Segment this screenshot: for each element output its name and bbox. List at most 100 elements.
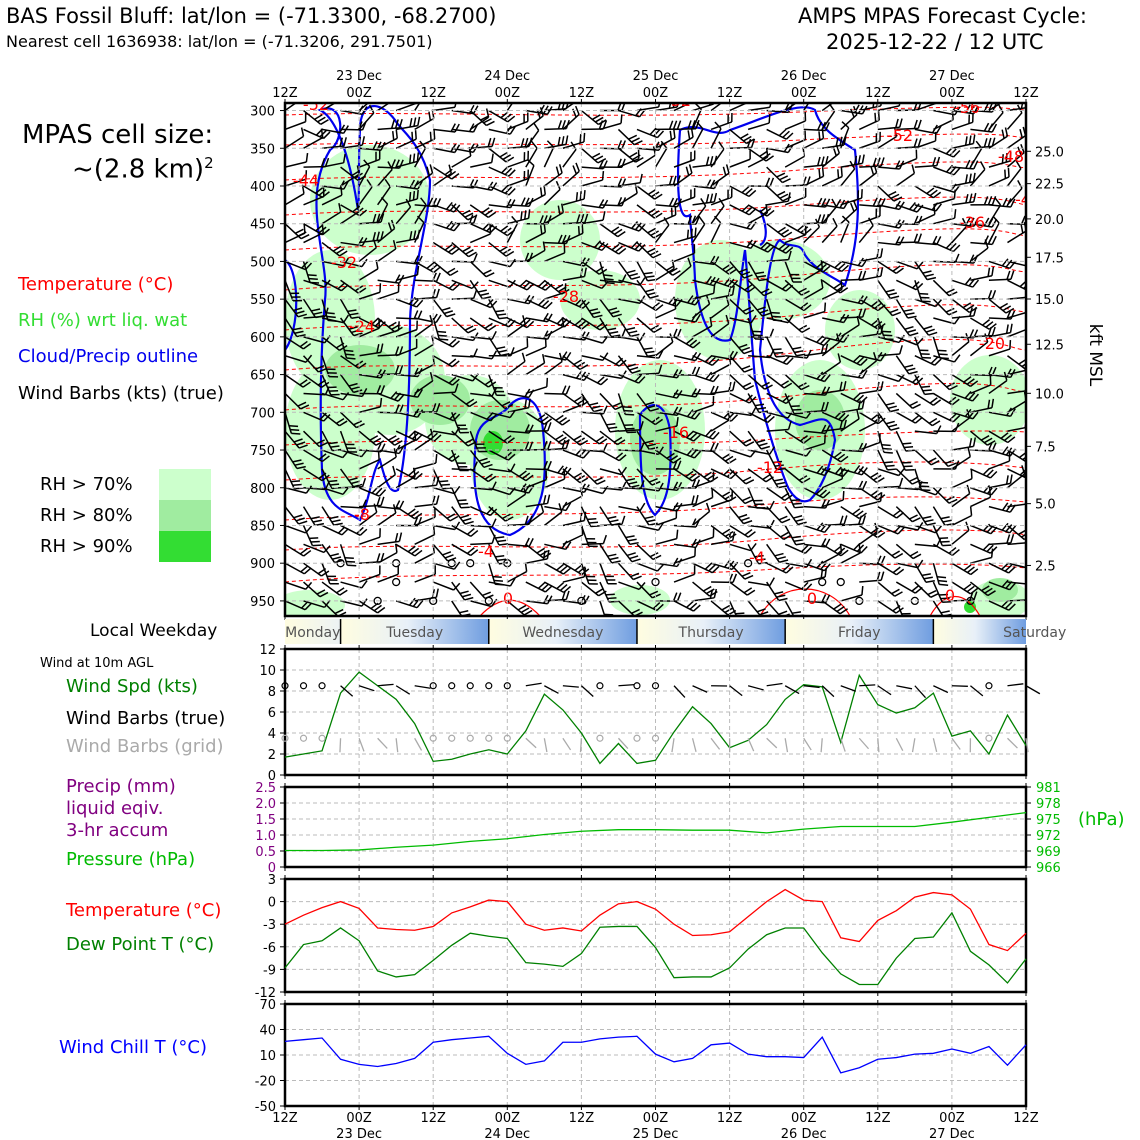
- wind-barb: [729, 524, 756, 538]
- wind-barb: [544, 135, 569, 150]
- surface-calm-true: [503, 682, 511, 690]
- wind-barb: [340, 258, 368, 268]
- upper-panel-frame: [283, 101, 1028, 618]
- wind-barb: [766, 241, 794, 254]
- wind-barb: [525, 298, 553, 310]
- wind-barb: [544, 439, 570, 451]
- wind-barb: [377, 365, 404, 376]
- wind-barb: [1006, 524, 1026, 541]
- wind-barb: [729, 279, 756, 293]
- wind-barb: [377, 283, 400, 300]
- wind-barb: [396, 179, 423, 190]
- wind-barb: [692, 371, 720, 383]
- wind-barb: [581, 352, 609, 361]
- wind-barb: [673, 600, 701, 612]
- wind-barb: [1007, 449, 1026, 463]
- legend-precip-1: Precip (mm): [66, 776, 176, 797]
- upper-wind-barbs: [285, 103, 1026, 616]
- wind-barb: [673, 244, 696, 263]
- temp-contour-label: -4: [1015, 190, 1031, 209]
- wind-barb: [451, 348, 479, 358]
- wind-barb: [544, 243, 566, 263]
- surface-barb-true: [951, 685, 968, 687]
- upper-ytick-label: 400: [250, 180, 275, 195]
- wind-barb: [432, 506, 459, 522]
- wind-barb: [896, 260, 924, 270]
- wind-barb: [414, 272, 441, 282]
- wind-barb: [877, 505, 905, 519]
- upper-right-tick-label: 20.0: [1035, 213, 1064, 228]
- surface-calm-true: [299, 682, 308, 690]
- wind-barb: [285, 392, 310, 410]
- wind-barb: [581, 171, 605, 187]
- wind-barb: [506, 215, 519, 243]
- wind-barb: [655, 449, 682, 464]
- wind-barb: [1025, 241, 1026, 243]
- pressure-tick-label: 966: [1036, 861, 1061, 876]
- legend-surface-temperature: Temperature (°C): [66, 900, 222, 921]
- wind-barb: [858, 111, 880, 131]
- top-time-tick-label: 00Z: [939, 86, 965, 101]
- wind-barb: [377, 532, 403, 546]
- calm-circle: [577, 596, 586, 606]
- lower-ytick-label: -6: [263, 941, 276, 956]
- wind-barb: [933, 146, 961, 158]
- wind-barb: [321, 153, 346, 168]
- top-date-label: 26 Dec: [781, 69, 827, 84]
- wind-barb: [821, 543, 843, 564]
- wind-barb: [359, 496, 385, 508]
- temp-contour-label: -36: [959, 213, 985, 232]
- temp-contour-label: 0: [503, 589, 513, 608]
- surface-calm-true: [596, 682, 604, 690]
- surface-barb-grid: [525, 737, 537, 749]
- wind-barb: [932, 562, 949, 587]
- wind-barb: [784, 111, 807, 131]
- wind-barb: [339, 336, 356, 360]
- wind-barb: [932, 298, 958, 316]
- wind-barb: [562, 103, 576, 112]
- wind-barb: [951, 192, 977, 206]
- pressure-tick-label: 981: [1036, 781, 1061, 796]
- wind-barb: [747, 279, 773, 297]
- wind-barb: [784, 525, 805, 546]
- surface-calm-grid: [281, 734, 289, 742]
- wind-barb: [636, 562, 665, 572]
- wind-barb: [803, 487, 831, 499]
- weekday-name: Monday: [285, 625, 340, 641]
- wind-barb: [618, 240, 646, 252]
- wind-barb: [803, 121, 830, 132]
- surface-barb-grid: [932, 738, 938, 753]
- wind-barb: [840, 315, 860, 338]
- wind-barb: [988, 562, 1016, 574]
- surface-barb-true: [840, 685, 857, 692]
- upper-right-tick-label: 10.0: [1035, 387, 1064, 402]
- wind-barb: [784, 581, 813, 592]
- wind-barb: [840, 308, 867, 319]
- wind-barb: [822, 419, 847, 432]
- wind-barb: [803, 129, 825, 149]
- pressure-tick-label: 975: [1036, 813, 1061, 828]
- wind-barb: [302, 355, 328, 373]
- lower-ytick-label: 40: [259, 1024, 276, 1039]
- wind-barb: [506, 315, 526, 338]
- wind-barb: [765, 336, 785, 358]
- wind-barb: [1025, 600, 1026, 602]
- upper-right-tick-label: 17.5: [1035, 251, 1064, 266]
- wind-barb: [358, 343, 384, 357]
- wind-barb: [359, 231, 384, 244]
- wind-barb: [636, 393, 659, 412]
- upper-ytick-label: 700: [250, 406, 275, 421]
- wind-barb: [784, 298, 812, 312]
- surface-barb-grid: [911, 738, 916, 753]
- wind-barb: [321, 486, 350, 496]
- wind-barb: [507, 398, 531, 414]
- wind-barb: [710, 215, 722, 243]
- wind-barb: [636, 522, 665, 531]
- wind-barb: [803, 103, 810, 111]
- surface-barb-grid: [691, 738, 697, 752]
- wind-barb: [1025, 544, 1026, 546]
- lower-ytick-label: -12: [255, 986, 276, 1001]
- wind-barb: [377, 465, 397, 489]
- wind-barb: [766, 581, 788, 602]
- wind-barb: [692, 295, 711, 319]
